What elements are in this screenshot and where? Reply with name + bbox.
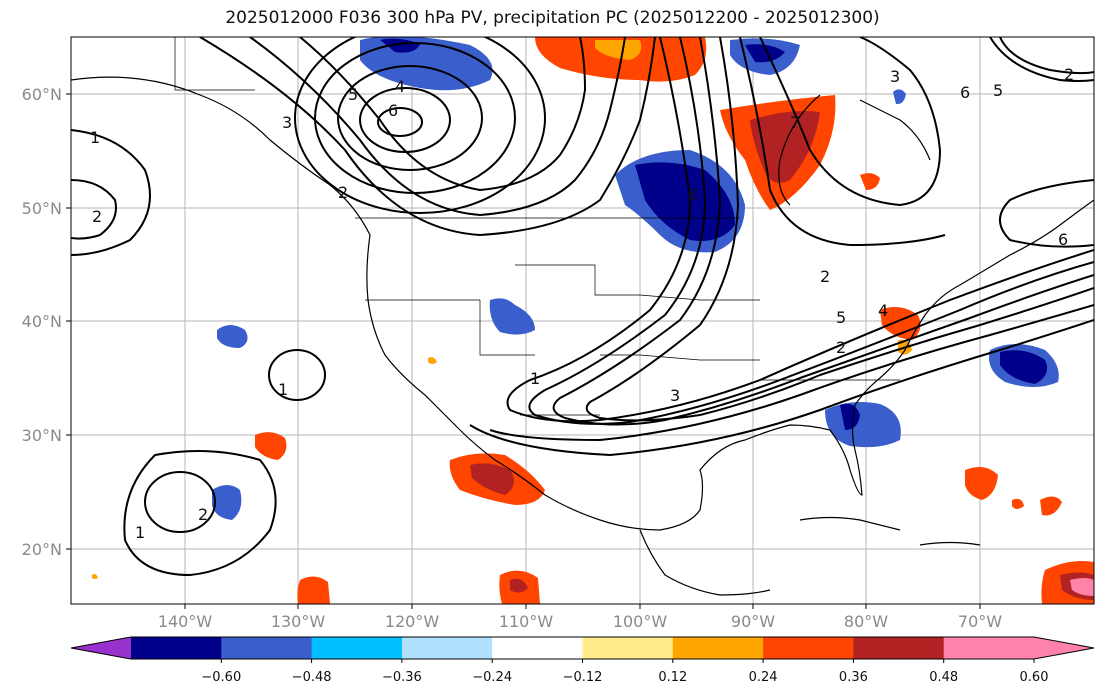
- contour-label-layer: 1 2 5 4 6 3 2 1 1 2 1 5 2 3 6 2 5 6 4 2 …: [90, 65, 1074, 542]
- longitude-labels: 140°W 130°W 120°W 110°W 100°W 90°W 80°W …: [158, 612, 1002, 631]
- map-title: 2025012000 F036 300 hPa PV, precipitatio…: [225, 8, 880, 28]
- lat-label-60n: 60°N: [22, 85, 62, 104]
- lon-label-140w: 140°W: [158, 612, 213, 631]
- colorbar-swatch: [672, 637, 764, 659]
- contour-label: 2: [198, 505, 208, 524]
- contour-label: 1: [90, 128, 100, 147]
- colorbar-swatch: [311, 637, 403, 659]
- graticule: [71, 37, 1094, 604]
- colorbar-tick-label: 0.36: [839, 670, 868, 685]
- contour-label: 6: [1058, 230, 1068, 249]
- colorbar-swatch: [401, 637, 493, 659]
- lon-label-130w: 130°W: [271, 612, 326, 631]
- colorbar-swatch: [763, 637, 854, 659]
- colorbar-tick-label: 0.24: [749, 670, 778, 685]
- colorbar-outline: [70, 636, 1095, 660]
- colorbar-swatch: [943, 637, 1035, 659]
- contour-label: 4: [878, 301, 888, 320]
- colorbar-tick-label: −0.48: [292, 670, 332, 685]
- colorbar: −0.60 −0.48 −0.36 −0.24 −0.12 0.12 0.24 0.36 0.4…: [70, 636, 1095, 685]
- contour-label: 6: [388, 101, 398, 120]
- contour-label: 2: [820, 267, 830, 286]
- contour-label: 1: [135, 523, 145, 542]
- lat-label-40n: 40°N: [22, 312, 62, 331]
- contour-label: 3: [670, 386, 680, 405]
- contour-label: 2: [1064, 65, 1074, 84]
- contour-label: 1: [278, 380, 288, 399]
- contour-label: 7: [790, 113, 800, 132]
- lat-label-30n: 30°N: [22, 426, 62, 445]
- contour-label: 2: [92, 207, 102, 226]
- lon-label-90w: 90°W: [731, 612, 775, 631]
- precipitation-shading: [92, 37, 1094, 604]
- contour-label: 6: [960, 83, 970, 102]
- colorbar-tick-label: 0.48: [929, 670, 958, 685]
- colorbar-swatch: [221, 637, 313, 659]
- lon-label-120w: 120°W: [385, 612, 440, 631]
- colorbar-swatch: [492, 637, 583, 659]
- contour-label: 4: [395, 77, 405, 96]
- colorbar-tick-label: 0.60: [1020, 670, 1049, 685]
- contour-label: 5: [348, 85, 358, 104]
- colorbar-tick-label: −0.12: [563, 670, 603, 685]
- lon-label-70w: 70°W: [958, 612, 1002, 631]
- contour-label: 5: [836, 308, 846, 327]
- lat-label-50n: 50°N: [22, 199, 62, 218]
- contour-label: 3: [282, 113, 292, 132]
- axis-ticks: [66, 93, 981, 609]
- lat-label-20n: 20°N: [22, 540, 62, 559]
- contour-label: 5: [993, 81, 1003, 100]
- colorbar-extend-high: [1034, 637, 1094, 659]
- lon-label-110w: 110°W: [499, 612, 554, 631]
- colorbar-swatch: [853, 637, 945, 659]
- colorbar-tick-label: −0.60: [201, 670, 241, 685]
- colorbar-extend-low: [71, 637, 131, 659]
- lon-label-100w: 100°W: [613, 612, 668, 631]
- latitude-labels: 60°N 50°N 40°N 30°N 20°N: [22, 85, 62, 559]
- lon-label-80w: 80°W: [844, 612, 888, 631]
- pv-contours: [71, 37, 1094, 577]
- contour-label: 3: [890, 67, 900, 86]
- contour-label: 2: [836, 338, 846, 357]
- colorbar-swatch: [131, 637, 222, 659]
- colorbar-tick-label: −0.24: [472, 670, 512, 685]
- colorbar-tick-label: −0.36: [382, 670, 422, 685]
- contour-label: 2: [338, 183, 348, 202]
- colorbar-tick-label: 0.12: [658, 670, 687, 685]
- contour-label: 8: [687, 185, 697, 204]
- colorbar-swatch: [582, 637, 674, 659]
- contour-label: 1: [530, 369, 540, 388]
